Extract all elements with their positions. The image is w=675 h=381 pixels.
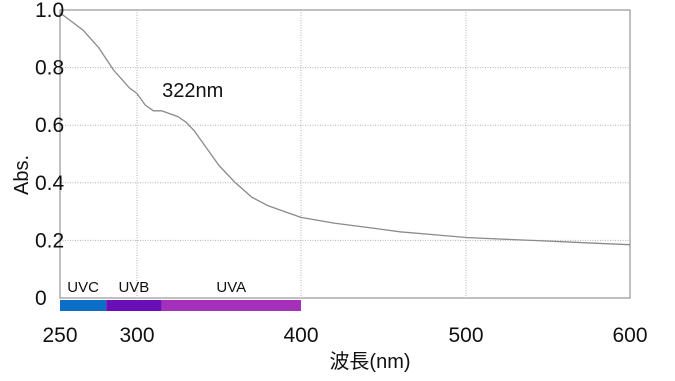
uv-band-uvb	[106, 300, 162, 311]
y-tick-label: 1.0	[35, 0, 64, 22]
y-tick-label: 0.4	[35, 172, 65, 195]
grid-layer	[60, 10, 630, 298]
y-tick-label: 0.6	[35, 114, 64, 137]
series-layer	[59, 12, 631, 246]
x-tick-label: 250	[42, 324, 77, 347]
x-axis-title: 波長(nm)	[329, 350, 410, 373]
y-tick-label: 0.2	[35, 229, 64, 252]
uv-band-label: UVA	[216, 279, 246, 296]
x-tick-label: 400	[283, 324, 318, 347]
y-tick-label: 0.8	[35, 57, 64, 80]
uv-band-label: UVC	[67, 279, 99, 296]
uv-band-uva	[161, 300, 301, 311]
uv-band-uvc	[60, 300, 107, 311]
x-tick-label: 500	[448, 324, 483, 347]
x-tick-labels: 250 300 400 500 600	[42, 324, 647, 347]
uv-band-label: UVB	[118, 279, 149, 296]
uv-bands-layer: UVC UVB UVA	[60, 279, 301, 311]
plot-area	[59, 9, 631, 299]
y-tick-labels: 0 0.2 0.4 0.6 0.8 1.0	[35, 0, 65, 310]
annotation-layer: 322nm	[162, 80, 223, 102]
absorbance-series-line	[59, 12, 631, 246]
y-tick-label: 0	[35, 287, 47, 310]
y-axis-title: Abs.	[11, 155, 33, 195]
x-tick-label: 300	[119, 324, 154, 347]
x-tick-label: 600	[612, 324, 647, 347]
peak-annotation: 322nm	[162, 80, 223, 102]
